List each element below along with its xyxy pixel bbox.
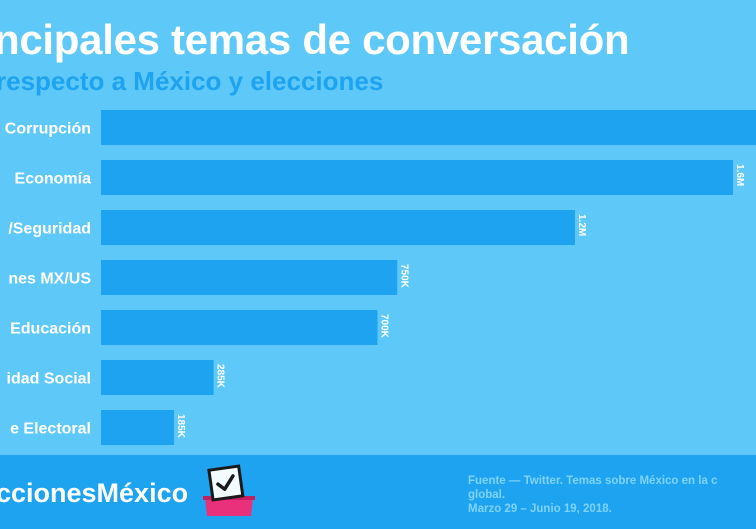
bar <box>101 110 756 145</box>
source-line: Fuente — Twitter. Temas sobre México en … <box>468 475 718 487</box>
footer-bar: ccionesMéxico Fuente — Twitter. Temas so… <box>0 455 756 529</box>
bar <box>101 360 214 395</box>
bar <box>101 410 175 445</box>
source-line: Marzo 29 – Junio 19, 2018. <box>468 503 612 515</box>
value-label: 1.2M <box>576 214 587 236</box>
bar <box>101 210 575 245</box>
chart-title: ncipales temas de conversación <box>0 16 630 63</box>
hashtag-label: ccionesMéxico <box>0 478 189 508</box>
category-label: nes MX/US <box>8 271 91 288</box>
category-label: Educación <box>10 321 91 338</box>
ballot-box-icon <box>203 464 255 516</box>
category-label: e Electoral <box>10 421 91 438</box>
value-label: 750K <box>398 264 409 289</box>
source-line: global. <box>468 489 506 501</box>
value-label: 185K <box>175 414 186 439</box>
value-label: 700K <box>379 314 390 339</box>
bar <box>101 160 733 195</box>
bar <box>101 310 378 345</box>
value-label: 1.6M <box>734 164 745 186</box>
bar <box>101 260 398 295</box>
chart-subtitle: respecto a México y elecciones <box>0 66 384 96</box>
source-note: Fuente — Twitter. Temas sobre México en … <box>468 474 717 516</box>
category-label: Corrupción <box>5 121 91 138</box>
category-label: idad Social <box>7 371 91 388</box>
category-label: /Seguridad <box>8 221 91 238</box>
value-label: 285K <box>215 364 226 389</box>
category-label: Economía <box>15 171 92 188</box>
